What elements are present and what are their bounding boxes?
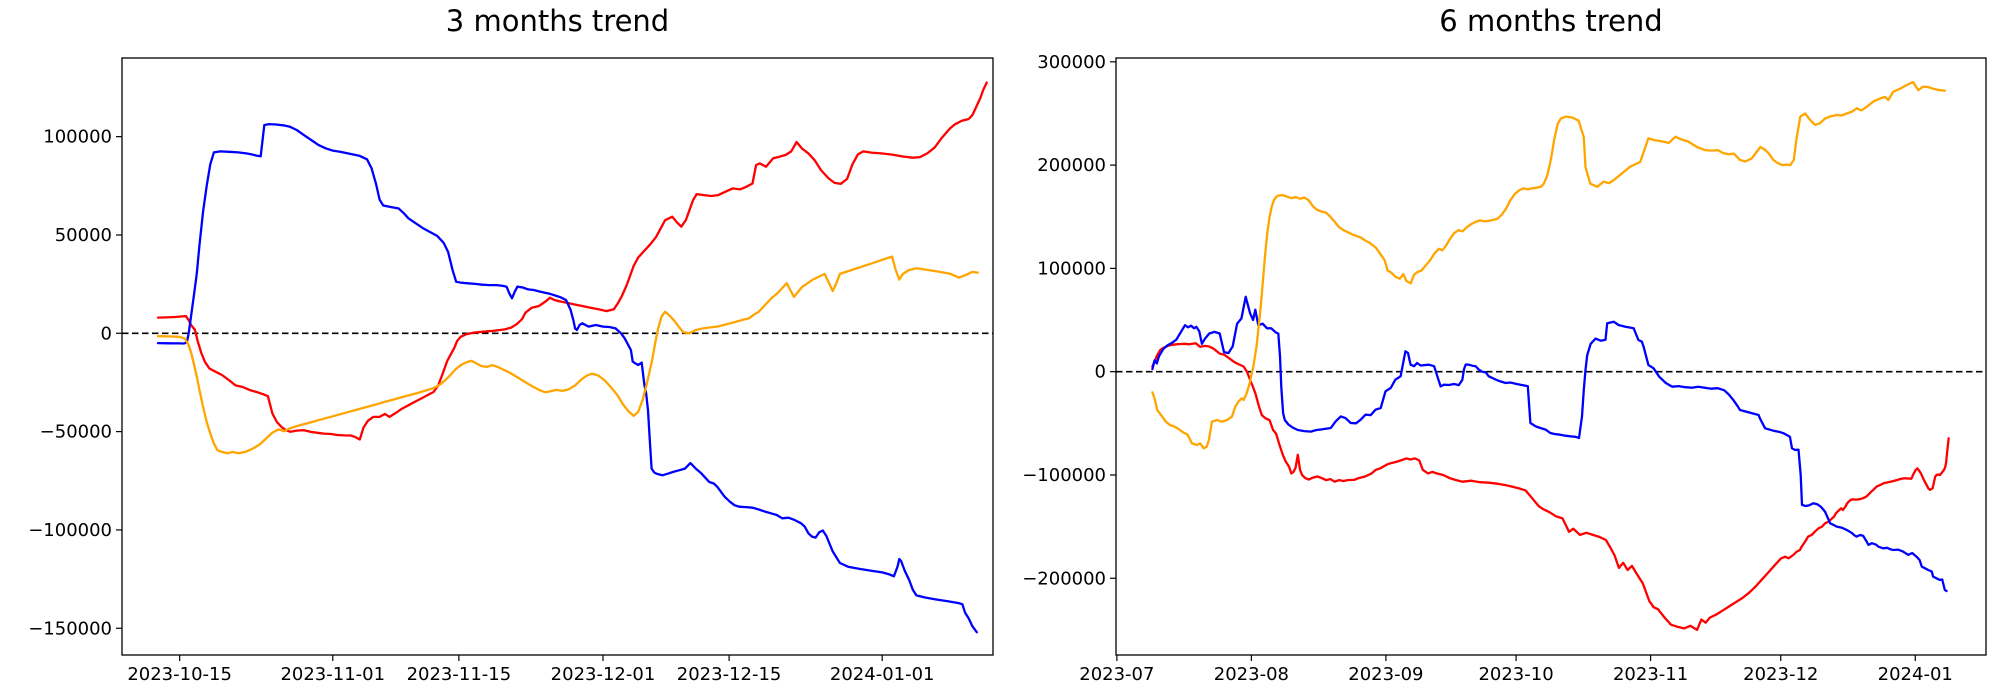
x-tick-label-1: 2023-09 bbox=[1348, 664, 1423, 685]
x-tick-label-1: 2023-12 bbox=[1743, 664, 1818, 685]
series-line-orange-1 bbox=[1151, 80, 1946, 450]
x-tick-label-0: 2024-01-01 bbox=[830, 664, 935, 685]
y-tick-label-0: −50000 bbox=[40, 422, 112, 443]
x-tick-label-1: 2023-11 bbox=[1613, 664, 1688, 685]
y-tick-label-1: 300000 bbox=[1037, 52, 1106, 73]
y-tick-label-1: 0 bbox=[1095, 362, 1106, 383]
y-tick-label-0: −150000 bbox=[28, 618, 112, 639]
x-tick-label-1: 2023-08 bbox=[1214, 664, 1289, 685]
chart-title-3-months: 3 months trend bbox=[445, 4, 670, 38]
series-line-blue-0 bbox=[156, 122, 978, 634]
x-tick-label-1: 2024-01 bbox=[1878, 664, 1953, 685]
y-tick-label-1: −100000 bbox=[1022, 465, 1106, 486]
x-tick-label-0: 2023-12-15 bbox=[677, 664, 782, 685]
y-tick-label-0: −100000 bbox=[28, 520, 112, 541]
y-tick-label-1: 200000 bbox=[1037, 155, 1106, 176]
series-line-red-0 bbox=[156, 81, 988, 441]
x-tick-label-1: 2023-10 bbox=[1478, 664, 1553, 685]
plot-area-1 bbox=[1115, 57, 1987, 656]
y-tick-label-0: 50000 bbox=[55, 225, 112, 246]
x-tick-label-1: 2023-07 bbox=[1079, 664, 1154, 685]
y-tick-label-1: 100000 bbox=[1037, 258, 1106, 279]
y-tick-label-1: −200000 bbox=[1022, 568, 1106, 589]
x-tick-label-0: 2023-11-01 bbox=[280, 664, 385, 685]
plot-area-0 bbox=[121, 57, 994, 656]
chart-title-6-months: 6 months trend bbox=[1439, 4, 1663, 38]
series-line-red-1 bbox=[1151, 342, 1950, 632]
y-tick-label-0: 0 bbox=[101, 323, 112, 344]
series-line-blue-1 bbox=[1151, 295, 1948, 593]
x-tick-label-0: 2023-12-01 bbox=[551, 664, 656, 685]
x-tick-label-0: 2023-11-15 bbox=[407, 664, 512, 685]
x-tick-label-0: 2023-10-15 bbox=[127, 664, 232, 685]
y-tick-label-0: 100000 bbox=[43, 127, 112, 148]
series-line-orange-0 bbox=[156, 255, 979, 455]
